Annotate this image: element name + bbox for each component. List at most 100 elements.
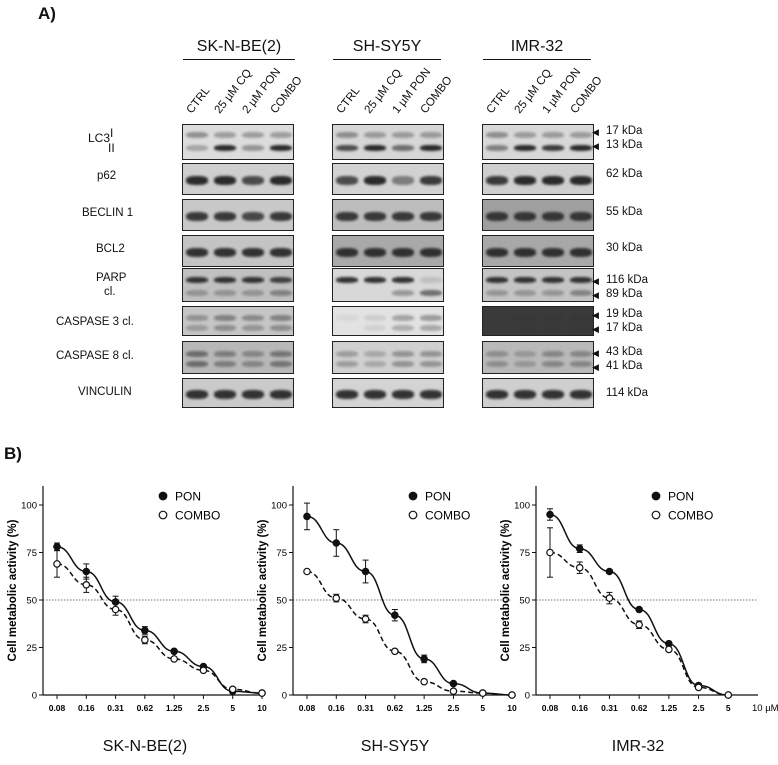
protein-band [570,314,592,321]
protein-band [270,211,292,221]
y-tick-label: 25 [26,643,37,654]
data-point-combo [508,691,516,699]
protein-band [242,175,264,185]
protein-band [420,389,442,399]
arrow-icon: ◀ [592,348,599,358]
protein-band [514,132,536,139]
protein-band [420,145,442,152]
protein-band [486,145,508,152]
y-tick-label: 25 [276,643,287,654]
protein-band [242,211,264,221]
protein-band [392,211,414,221]
protein-band [336,145,358,152]
data-point-combo [82,581,91,589]
data-point-combo [228,685,237,694]
data-point-pon [361,567,370,576]
protein-band [242,276,264,283]
data-point-pon [605,567,614,576]
kda-casp3-19: 19 kDa [606,308,643,320]
protein-band [186,211,208,221]
protein-band [570,211,592,221]
protein-band [542,175,564,185]
kda-vinculin: 114 kDa [606,387,648,399]
protein-band [486,175,508,185]
plot-title-3: IMR-32 [611,738,665,755]
y-tick-label: 0 [282,691,287,702]
kda-casp8-41: 41 kDa [606,360,643,372]
row-label-lc3-i: I [110,126,114,140]
x-tick-label: 10 [257,703,267,713]
protein-band [420,276,442,283]
protein-band [486,350,508,357]
protein-band [186,361,208,368]
protein-band [364,361,386,368]
blot-parp-2 [332,268,444,302]
protein-band [364,276,386,283]
legend-label-pon: PON [425,490,451,504]
y-tick-label: 100 [271,501,287,512]
blot-caspase-3-cl--1 [182,306,294,336]
protein-band [270,361,292,368]
protein-band [186,247,208,257]
protein-band [336,389,358,399]
blot-lc3-2 [332,124,444,160]
x-tick-label: 10 [507,703,517,713]
data-point-combo [111,605,120,614]
kda-casp3-17: 17 kDa [606,322,643,334]
data-point-combo [449,687,458,696]
data-point-combo [420,677,428,686]
arrow-icon: ◀ [592,310,599,320]
data-point-combo [53,560,61,568]
blot-lc3-3 [482,124,594,160]
blot-p62-2 [332,163,444,195]
protein-band [186,145,208,152]
x-tick-label: 2.5 [693,703,705,713]
protein-band [420,314,442,321]
legend-label-combo: COMBO [668,509,713,523]
protein-band [270,350,292,357]
plot-title-1: SK-N-BE(2) [102,738,188,755]
protein-band [270,389,292,399]
y-tick-label: 0 [525,691,530,702]
plot-title-2: SH-SY5Y [360,738,430,755]
protein-band [420,211,442,221]
protein-band [242,350,264,357]
x-tick-label: 0.16 [328,703,345,713]
blot-beclin-1-3 [482,199,594,231]
protein-band [270,290,292,297]
blot-lc3-1 [182,124,294,160]
blot-caspase-8-cl--2 [332,341,444,374]
cell-line-header-3: IMR-32 [510,38,564,55]
protein-band [214,175,236,185]
row-label-beclin1: BECLIN 1 [82,207,134,219]
protein-band [486,290,508,297]
protein-band [420,247,442,257]
x-tick-label: 0.31 [357,703,374,713]
data-point-combo [361,615,370,623]
blot-vinculin-1 [182,378,294,408]
blot-caspase-8-cl--1 [182,341,294,374]
protein-band [270,247,292,257]
lane-label: CTRL [184,84,213,116]
protein-band [486,389,508,399]
protein-band [514,290,536,297]
x-tick-label: 2.5 [198,703,210,713]
arrow-icon: ◀ [592,290,599,300]
protein-band [214,132,236,139]
data-point-pon [391,611,399,620]
legend-marker-combo [158,510,168,520]
legend-marker-combo [651,510,661,520]
y-tick-label: 75 [26,548,37,559]
protein-band [570,290,592,297]
data-point-combo [199,666,208,675]
protein-band [186,325,208,331]
protein-band [214,389,236,399]
protein-band [486,211,508,221]
data-point-combo [170,655,178,663]
x-tick-label: 0.08 [542,703,559,713]
protein-band [392,175,414,185]
protein-band [242,389,264,399]
x-tick-label: 0.31 [107,703,124,713]
protein-band [542,314,564,321]
protein-band [186,350,208,357]
